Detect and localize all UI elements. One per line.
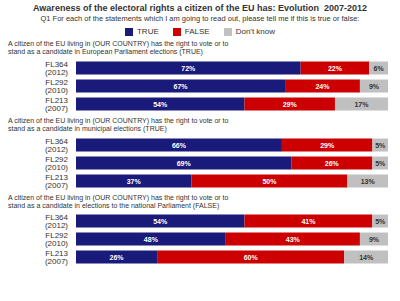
html-text:Don't know: Don't know (235, 27, 275, 37)
svg-text:5%: 5% (375, 141, 386, 148)
svg-text:72%: 72% (181, 64, 196, 71)
svg-text:FL364(2012): FL364(2012) (45, 136, 69, 153)
svg-text:9%: 9% (369, 236, 380, 243)
svg-text:FL292(2010): FL292(2010) (45, 231, 69, 248)
svg-text:29%: 29% (320, 141, 335, 148)
svg-text:67%: 67% (174, 82, 189, 89)
html-text:A citizen of the EU living in: A citizen of the EU living in (OUR COUNT… (8, 40, 229, 56)
svg-text:48%: 48% (144, 236, 159, 243)
svg-text:FL364(2012): FL364(2012) (45, 60, 69, 77)
svg-text:FL213(2007): FL213(2007) (45, 249, 69, 266)
svg-text:54%: 54% (153, 218, 168, 225)
svg-text:26%: 26% (325, 159, 340, 166)
svg-text:9%: 9% (369, 82, 380, 89)
svg-text:FL292(2010): FL292(2010) (45, 78, 69, 95)
svg-text:5%: 5% (375, 159, 386, 166)
svg-text:69%: 69% (177, 159, 192, 166)
svg-text:37%: 37% (127, 177, 142, 184)
html-text:FALSE: FALSE (184, 27, 210, 37)
html-text:A citizen of the EU living in: A citizen of the EU living in (OUR COUNT… (8, 116, 229, 133)
html-text:Awareness of the electoral rig: Awareness of the electoral rights a citi… (33, 3, 367, 13)
svg-text:26%: 26% (110, 254, 125, 261)
svg-text:60%: 60% (244, 254, 259, 261)
svg-text:14%: 14% (359, 254, 374, 261)
svg-text:FL213(2007): FL213(2007) (45, 96, 69, 113)
svg-text:17%: 17% (354, 100, 369, 107)
html-text:Q1 For each of the statements: Q1 For each of the statements which I am… (40, 14, 360, 24)
html-text:A citizen of the EU living in: A citizen of the EU living in (OUR COUNT… (8, 193, 229, 209)
svg-text:13%: 13% (361, 177, 376, 184)
svg-text:50%: 50% (262, 177, 277, 184)
svg-text:24%: 24% (315, 82, 330, 89)
svg-text:FL213(2007): FL213(2007) (45, 172, 69, 189)
svg-text:54%: 54% (153, 100, 168, 107)
svg-text:5%: 5% (375, 218, 386, 225)
svg-text:43%: 43% (286, 236, 301, 243)
svg-text:29%: 29% (283, 100, 298, 107)
svg-text:22%: 22% (328, 64, 343, 71)
html-text:TRUE: TRUE (137, 27, 159, 37)
svg-text:41%: 41% (301, 218, 316, 225)
svg-text:66%: 66% (172, 141, 187, 148)
svg-text:FL292(2010): FL292(2010) (45, 154, 69, 171)
svg-text:FL364(2012): FL364(2012) (45, 213, 69, 230)
svg-text:6%: 6% (374, 64, 385, 71)
